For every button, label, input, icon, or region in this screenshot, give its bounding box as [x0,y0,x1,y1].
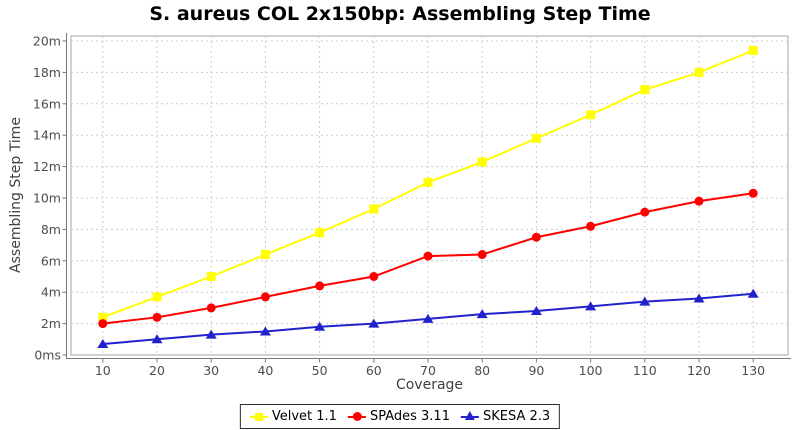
marker-square-velvet-1-1 [369,204,379,214]
marker-square-velvet-1-1 [640,85,650,95]
y-tick-label: 0ms [34,348,61,363]
plot-background [70,35,789,356]
marker-triangle-skesa-2-3 [205,329,217,339]
marker-square-velvet-1-1 [98,312,108,322]
marker-triangle-skesa-2-3 [639,296,651,306]
x-tick-label: 100 [579,363,603,378]
legend-label-spades-3-11: SPAdes 3.11 [369,409,450,424]
marker-square-velvet-1-1 [260,250,270,260]
x-tick-label: 50 [312,363,328,378]
marker-circle-spades-3-11 [586,221,596,231]
marker-square-velvet-1-1 [423,177,433,187]
marker-square-velvet-1-1 [152,292,162,302]
marker-square-velvet-1-1 [531,133,541,143]
legend: Velvet 1.1 SPAdes 3.11 SKESA 2.3 [239,404,561,429]
x-tick-label: 30 [203,363,219,378]
marker-triangle-skesa-2-3 [476,309,488,319]
marker-triangle-skesa-2-3 [97,339,109,349]
chart-title: S. aureus COL 2x150bp: Assembling Step T… [149,3,651,25]
x-tick-label: 120 [687,363,711,378]
marker-triangle-skesa-2-3 [585,301,597,311]
y-tick-label: 18m [33,65,61,80]
triangle-up-icon [460,411,479,422]
marker-circle-spades-3-11 [531,232,541,242]
square-icon [249,411,268,422]
square-shape-icon [254,412,263,421]
marker-square-velvet-1-1 [748,45,758,55]
marker-square-velvet-1-1 [694,67,704,77]
x-tick-label: 90 [528,363,544,378]
x-tick-label: 20 [149,363,165,378]
marker-circle-spades-3-11 [423,251,433,261]
marker-circle-spades-3-11 [477,250,487,260]
x-tick-label: 110 [633,363,657,378]
marker-triangle-skesa-2-3 [747,288,759,298]
marker-circle-spades-3-11 [640,207,650,217]
marker-square-velvet-1-1 [586,110,596,120]
y-tick-label: 8m [41,222,61,237]
marker-circle-spades-3-11 [748,188,758,198]
legend-item-skesa-2-3: SKESA 2.3 [460,409,551,424]
marker-triangle-skesa-2-3 [530,306,542,316]
marker-circle-spades-3-11 [152,312,162,322]
marker-circle-spades-3-11 [315,281,325,291]
y-tick-label: 16m [33,96,61,111]
marker-circle-spades-3-11 [98,319,108,329]
marker-triangle-skesa-2-3 [422,313,434,323]
marker-circle-spades-3-11 [206,303,216,313]
y-tick-label: 14m [33,128,61,143]
legend-item-spades-3-11: SPAdes 3.11 [347,409,450,424]
marker-square-velvet-1-1 [315,228,325,238]
x-tick-label: 60 [366,363,382,378]
legend-item-velvet-1-1: Velvet 1.1 [249,409,337,424]
circle-shape-icon [352,412,362,421]
x-tick-label: 80 [474,363,490,378]
x-tick-label: 130 [741,363,765,378]
marker-triangle-skesa-2-3 [259,326,271,336]
legend-label-skesa-2-3: SKESA 2.3 [482,409,551,424]
marker-circle-spades-3-11 [694,196,704,206]
legend-label-velvet-1-1: Velvet 1.1 [271,409,337,424]
marker-square-velvet-1-1 [477,157,487,167]
triangle-up-shape-icon [464,411,475,420]
y-axis-title: Assembling Step Time [8,117,24,273]
circle-icon [347,411,366,422]
marker-circle-spades-3-11 [369,272,379,281]
x-tick-label: 10 [95,363,111,378]
marker-square-velvet-1-1 [206,272,216,281]
marker-triangle-skesa-2-3 [151,334,163,344]
marker-circle-spades-3-11 [260,292,270,302]
marker-triangle-skesa-2-3 [693,293,705,303]
x-tick-label: 40 [257,363,273,378]
y-tick-label: 6m [41,253,61,268]
marker-triangle-skesa-2-3 [368,318,380,328]
x-axis-title: Coverage [395,377,464,393]
y-tick-label: 20m [33,34,61,49]
y-tick-label: 4m [41,285,61,300]
marker-triangle-skesa-2-3 [314,321,326,331]
y-tick-label: 12m [33,159,61,174]
y-tick-label: 10m [33,191,61,206]
y-tick-label: 2m [41,316,61,331]
x-tick-label: 70 [420,363,436,378]
